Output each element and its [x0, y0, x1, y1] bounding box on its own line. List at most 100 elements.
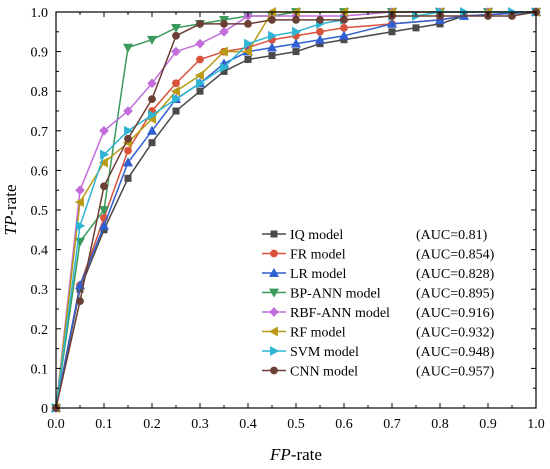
y-tick-label: 0.1 [31, 362, 49, 377]
data-point [218, 46, 228, 57]
data-point [122, 43, 134, 53]
data-point [292, 26, 302, 37]
data-point [196, 19, 204, 28]
y-tick-label: 0 [41, 402, 48, 417]
data-point [74, 197, 84, 208]
series-1 [52, 8, 540, 412]
data-point [123, 106, 133, 116]
x-axis-title: FP-rate [269, 445, 322, 464]
axes: 0.0 0.1 0.2 0.3 0.4 0.5 0.6 0.7 0.8 0.9 1.0 0 0.1 0.2… [31, 6, 545, 432]
legend-auc: (AUC=0.957) [416, 365, 495, 380]
data-point [340, 16, 348, 24]
legend-label: RF model [290, 326, 346, 341]
data-point [100, 182, 108, 191]
data-point [292, 16, 300, 24]
data-point [196, 87, 204, 95]
data-point [98, 220, 110, 230]
legend-label: RBF-ANN model [290, 306, 390, 321]
legend-auc: (AUC=0.895) [416, 287, 495, 302]
data-point [76, 220, 86, 231]
data-point [268, 30, 278, 41]
y-tick-label: 0.6 [31, 164, 49, 179]
data-point [172, 31, 180, 40]
data-point [98, 206, 110, 216]
y-tick-label: 0.2 [31, 323, 49, 338]
y-tick-label: 0.5 [31, 204, 49, 219]
data-point [386, 18, 398, 28]
legend: IQ model (AUC=0.81) FR model (AUC=0.854) LR … [262, 228, 495, 380]
legend-marker [268, 267, 280, 277]
series-8 [52, 8, 540, 412]
legend-label: FR model [290, 248, 346, 263]
data-point [220, 62, 230, 73]
y-axis-title-italic: TP [1, 216, 20, 236]
legend-auc: (AUC=0.854) [416, 248, 495, 263]
data-point [146, 35, 158, 45]
legend-label: SVM model [290, 345, 359, 360]
data-point [244, 38, 254, 49]
data-point [76, 297, 84, 305]
data-point [316, 27, 324, 36]
data-point [196, 78, 206, 89]
data-point [172, 107, 180, 115]
legend-label: CNN model [290, 365, 358, 380]
data-point [124, 146, 132, 155]
data-point [75, 185, 85, 196]
legend-label: IQ model [290, 228, 343, 243]
data-point [412, 24, 420, 32]
data-point [146, 125, 158, 135]
data-point [148, 109, 158, 120]
series-line [55, 11, 537, 409]
data-point [195, 38, 205, 49]
y-tick-label: 0.3 [31, 283, 49, 298]
legend-marker [270, 249, 278, 258]
data-point [170, 23, 182, 33]
data-point [268, 52, 276, 60]
legend-marker [270, 366, 278, 375]
y-tick-label: 0.7 [31, 125, 49, 140]
data-point [124, 125, 134, 136]
legend-label: BP-ANN model [290, 287, 381, 302]
data-point [122, 157, 134, 167]
legend-marker [269, 307, 279, 317]
data-point [268, 16, 276, 24]
x-tick-label: 0.2 [143, 417, 161, 432]
data-point [244, 19, 252, 28]
data-point [172, 79, 180, 88]
data-point [100, 149, 110, 160]
data-point [194, 70, 204, 81]
y-tick-label: 0.4 [31, 244, 49, 259]
data-point [242, 46, 252, 57]
data-point [147, 78, 157, 89]
data-point [266, 42, 278, 52]
data-point [220, 19, 228, 28]
legend-item: RBF-ANN model (AUC=0.916) [262, 306, 495, 321]
legend-item: LR model (AUC=0.828) [262, 267, 495, 282]
y-tick-label: 1.0 [31, 6, 49, 21]
data-point [171, 46, 181, 57]
data-point [170, 86, 180, 97]
series-line [55, 11, 537, 409]
data-point [340, 23, 348, 32]
x-tick-label: 1.0 [527, 417, 545, 432]
legend-auc: (AUC=0.916) [416, 306, 495, 321]
data-point [219, 26, 229, 37]
legend-item: IQ model (AUC=0.81) [262, 228, 488, 243]
x-tick-label: 0.9 [479, 417, 497, 432]
data-point [148, 139, 156, 147]
legend-item: BP-ANN model (AUC=0.895) [262, 287, 495, 302]
x-tick-label: 0.6 [335, 417, 353, 432]
data-point [99, 125, 109, 136]
x-tick-label: 0.0 [47, 417, 65, 432]
data-point [172, 94, 182, 105]
data-point [314, 34, 326, 44]
x-tick-label: 0.1 [95, 417, 113, 432]
y-tick-label: 0.9 [31, 46, 49, 61]
x-axis-title-italic: FP [269, 445, 291, 464]
data-point [244, 56, 252, 64]
x-tick-label: 0.8 [431, 417, 449, 432]
data-point [290, 38, 302, 48]
data-point [124, 134, 132, 143]
